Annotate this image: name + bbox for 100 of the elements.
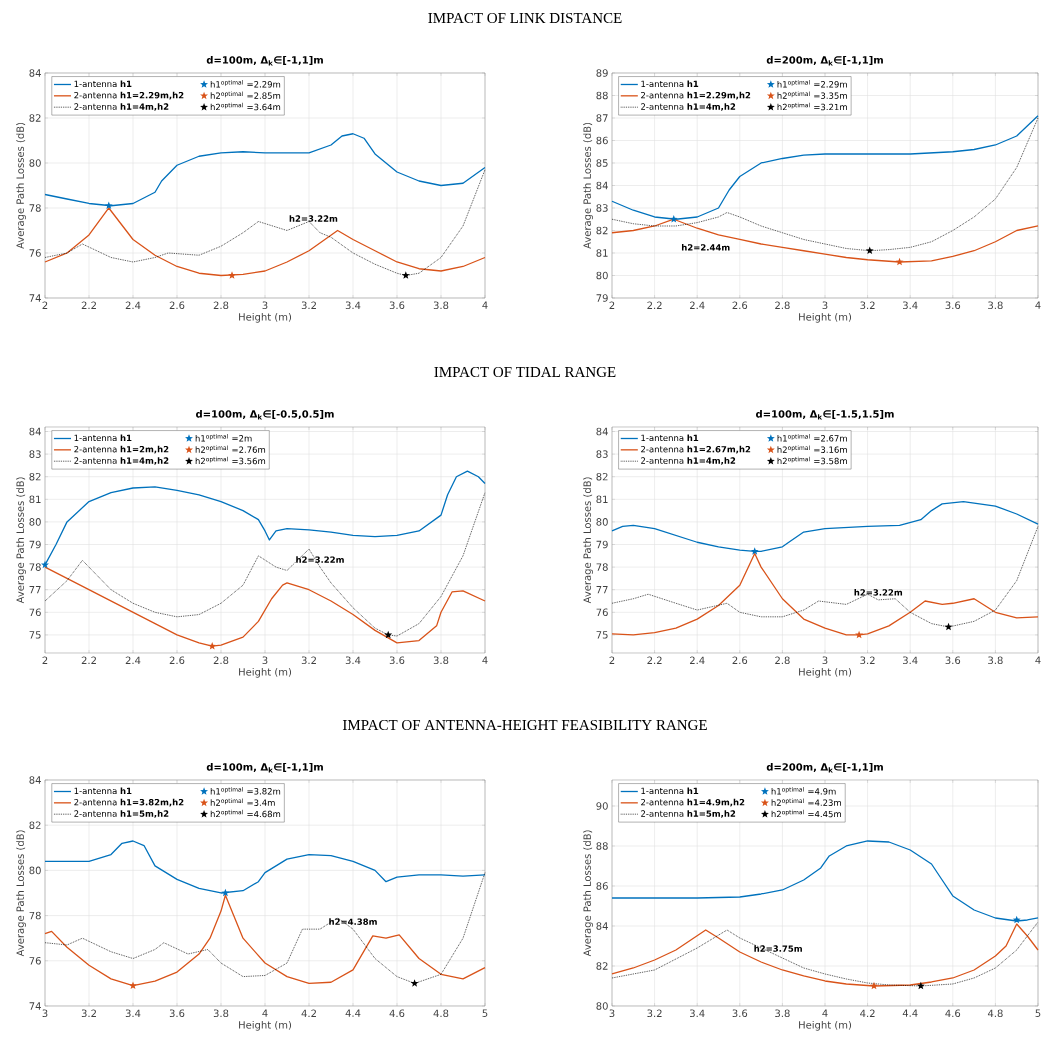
x-tick-label: 2.8	[213, 656, 229, 665]
x-axis-title: Height (m)	[799, 667, 852, 678]
y-axis-title: Average Path Losses (dB)	[583, 122, 593, 249]
y-tick-label: 84	[29, 427, 41, 436]
x-tick-label: 4.6	[389, 1009, 405, 1018]
x-tick-label: 2.4	[125, 301, 141, 309]
annotation: h2=3.22m	[854, 589, 903, 596]
chart-title: d=100m, Δ$_{k}$∈[-1,1]m	[206, 762, 323, 773]
legend-label: 2-antenna h1=4m,h2	[641, 103, 736, 111]
y-tick-label: 82	[596, 472, 608, 481]
text: IMPACT OF TIDAL RANGE	[434, 366, 616, 378]
y-tick-label: 84	[29, 69, 41, 77]
point	[855, 630, 864, 639]
point	[750, 547, 759, 555]
x-tick-label: 2.2	[647, 301, 662, 309]
x-tick-label: 4.2	[860, 1009, 875, 1017]
x-tick-label: 3.6	[945, 301, 961, 310]
legend-label: 2-antenna h1=4.9m,h2	[641, 798, 745, 807]
y-tick-label: 77	[29, 586, 41, 594]
point	[41, 560, 49, 569]
legend-label: h2$^{optimal}$ =3.21m	[777, 102, 847, 111]
legend-label: h1$^{optimal}$ =2.67m	[777, 434, 847, 442]
legend-label: h1$^{optimal}$ =2.29m	[210, 80, 281, 88]
x-tick-label: 3	[822, 301, 828, 310]
y-tick-label: 79	[29, 540, 41, 549]
chart-title: d=200m, Δ$_{k}$∈[-1,1]m	[766, 55, 883, 66]
x-tick-label: 4.6	[945, 1009, 961, 1018]
x-tick-label: 4	[262, 1009, 268, 1017]
legend-label: h1$^{optimal}$ =3.82m	[210, 787, 281, 795]
y-tick-label: 89	[596, 69, 608, 77]
legend-label: h1$^{optimal}$ =4.9m	[771, 787, 836, 795]
y-tick-label: 82	[29, 472, 41, 481]
x-tick-label: 2	[42, 301, 48, 309]
x-tick-label: 3.4	[903, 301, 918, 310]
y-tick-label: 84	[596, 181, 608, 190]
x-tick-label: 4	[1035, 656, 1041, 664]
y-tick-label: 86	[596, 136, 608, 145]
y-tick-label: 83	[596, 450, 608, 458]
x-tick-label: 2.6	[169, 656, 185, 665]
x-tick-label: 3.8	[988, 301, 1003, 310]
y-tick-label: 77	[596, 586, 608, 594]
x-axis-title: Height (m)	[239, 667, 292, 678]
legend-label: 2-antenna h1=5m,h2	[641, 810, 736, 818]
x-tick-label: 2.6	[732, 656, 748, 665]
legend-label: h2$^{optimal}$ =2.85m	[210, 91, 281, 99]
legend-label: h2$^{optimal}$ =3.58m	[777, 456, 847, 465]
x-tick-label: 3	[262, 656, 268, 665]
x-tick-label: 4.2	[301, 1009, 316, 1017]
legend-label: h2$^{optimal}$ =2.76m	[195, 445, 266, 453]
y-tick-label: 81	[29, 495, 41, 504]
legend-label: 2-antenna h1=2m,h2	[74, 445, 169, 454]
y-tick-label: 78	[29, 563, 41, 571]
y-tick-label: 85	[596, 159, 608, 167]
x-tick-label: 2	[42, 656, 48, 664]
x-tick-label: 3.6	[169, 1009, 185, 1018]
x-tick-label: 2.8	[213, 301, 229, 310]
y-tick-label: 82	[596, 226, 608, 235]
x-tick-label: 5	[1035, 1009, 1041, 1017]
x-tick-label: 3.6	[945, 656, 961, 665]
x-tick-label: 4.8	[433, 1009, 449, 1018]
x-tick-label: 2	[609, 656, 615, 664]
x-tick-label: 3.2	[860, 301, 875, 310]
x-tick-label: 3.4	[903, 656, 918, 665]
legend-label: 1-antenna h1	[641, 80, 699, 88]
y-tick-label: 76	[596, 608, 608, 617]
y-tick-label: 80	[29, 518, 41, 526]
point	[669, 215, 678, 223]
y-axis-title: Average Path Losses (dB)	[16, 830, 26, 957]
y-tick-label: 79	[596, 294, 608, 302]
x-tick-label: 3.2	[301, 656, 316, 665]
legend-label: 2-antenna h1=2.67m,h2	[641, 445, 751, 454]
legend-label: 2-antenna h1=2.29m,h2	[74, 91, 184, 100]
y-tick-label: 74	[29, 294, 41, 302]
x-tick-label: 4	[1035, 301, 1041, 309]
x-axis-title: Height (m)	[239, 312, 292, 323]
annotation: h2=3.22m	[296, 556, 344, 563]
chart-title: d=100m, Δ$_{k}$∈[-1.5,1.5]m	[756, 409, 894, 420]
annotation: h2=3.22m	[289, 215, 338, 222]
y-tick-label: 81	[596, 495, 608, 504]
y-tick-label: 75	[596, 631, 608, 639]
y-tick-label: 74	[29, 1002, 41, 1010]
y-axis-title: Average Path Losses (dB)	[16, 477, 26, 604]
y-axis-title: Average Path Losses (dB)	[16, 122, 26, 249]
x-tick-label: 3	[42, 1009, 48, 1018]
x-tick-label: 2	[609, 301, 615, 309]
annotation: h2=4.38m	[329, 918, 377, 925]
legend-label: h2$^{optimal}$ =4.68m	[210, 809, 281, 818]
legend-label: h1$^{optimal}$ =2.29m	[777, 80, 847, 88]
legend-label: 2-antenna h1=3.82m,h2	[74, 798, 184, 807]
x-tick-label: 3.6	[732, 1009, 748, 1018]
y-tick-label: 81	[596, 249, 608, 257]
x-tick-label: 3.2	[860, 656, 875, 665]
x-tick-label: 2.6	[732, 301, 748, 310]
x-tick-label: 3.4	[690, 1009, 705, 1018]
x-tick-label: 3.8	[433, 301, 449, 310]
x-tick-label: 2.6	[169, 301, 185, 310]
y-tick-label: 78	[596, 563, 608, 571]
x-tick-label: 4	[822, 1009, 828, 1017]
text: IMPACT OF ANTENNA-HEIGHT FEASIBILITY RANGE	[342, 719, 707, 731]
x-tick-label: 2.4	[689, 656, 705, 664]
